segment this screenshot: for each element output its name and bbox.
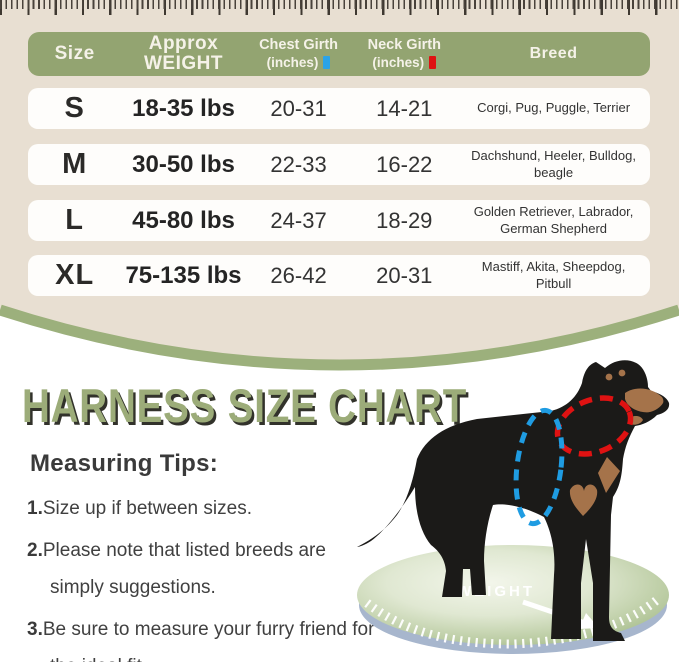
weight-label: WEIGHT: [457, 583, 535, 600]
dog-mouth-line: [648, 402, 665, 414]
header-chest-girth-label: Chest Girth: [259, 37, 339, 54]
tip-number: 2.: [27, 540, 43, 562]
tips-heading: Measuring Tips:: [30, 450, 219, 477]
weight-value: 75-135 lbs: [125, 261, 242, 289]
neck-value: 18-29: [376, 207, 433, 233]
tip-number: 3.: [27, 619, 43, 641]
neck-value: 14-21: [376, 95, 433, 121]
section-divider-curve: [0, 300, 679, 371]
neck-girth-color-swatch: [429, 56, 437, 70]
page-title: HARNESS SIZE CHART: [22, 379, 468, 432]
header-neck-girth-label: Neck Girth: [367, 37, 441, 54]
neck-value: 20-31: [376, 262, 433, 288]
header-chest-girth: Chest Girth (inches): [246, 37, 352, 70]
size-value: XL: [55, 259, 95, 291]
tip-text: Please note that listed breeds are simpl…: [42, 540, 326, 599]
size-value: M: [62, 148, 88, 180]
table-row-xl: XL 75-135 lbs 26-42 20-31 Mastiff, Akita…: [28, 255, 650, 296]
chest-value: 24-37: [270, 207, 327, 233]
weight-value: 18-35 lbs: [132, 94, 235, 122]
dog-brow-marking: [618, 369, 626, 377]
chest-value: 20-31: [270, 95, 327, 121]
dog-side-heart-marking: [569, 484, 598, 516]
table-header-row: Size Approx WEIGHT Chest Girth (inches) …: [28, 32, 650, 76]
tip-item-1: 1.Size up if between sizes.: [27, 490, 379, 527]
tip-item-2: 2.Please note that listed breeds are sim…: [27, 532, 379, 606]
dog-chest-marking: [598, 457, 620, 493]
tip-text: Size up if between sizes.: [42, 498, 252, 519]
dog-illustration: WEIGHT: [357, 360, 670, 654]
tip-number: 1.: [27, 498, 43, 519]
table-row-l: L 45-80 lbs 24-37 18-29 Golden Retriever…: [28, 200, 650, 241]
measuring-tape-ruler: [0, 0, 679, 17]
weight-value: 30-50 lbs: [132, 150, 235, 178]
table-section: Size Approx WEIGHT Chest Girth (inches) …: [0, 0, 679, 300]
tip-text: Be sure to measure your furry friend for…: [42, 619, 375, 662]
tip-item-3: 3.Be sure to measure your furry friend f…: [27, 611, 379, 662]
table-row-s: S 18-35 lbs 20-31 14-21 Corgi, Pug, Pugg…: [28, 88, 650, 129]
dog-brow-marking: [605, 373, 613, 381]
header-neck-unit: (inches): [372, 54, 425, 70]
breed-value: Corgi, Pug, Puggle, Terrier: [477, 100, 631, 116]
size-value: L: [65, 204, 84, 236]
breed-value: Golden Retriever, Labrador, German Sheph…: [473, 204, 634, 236]
chest-girth-guide: [513, 407, 565, 527]
header-breed: Breed: [529, 44, 578, 62]
breed-value: Dachshund, Heeler, Bulldog, beagle: [471, 148, 636, 180]
header-neck-girth: Neck Girth (inches): [351, 37, 457, 70]
header-chest-unit: (inches): [266, 54, 319, 70]
table-row-m: M 30-50 lbs 22-33 16-22 Dachshund, Heele…: [28, 144, 650, 185]
neck-girth-guide: [554, 395, 634, 457]
dog-silhouette: [357, 360, 670, 641]
header-weight: Approx WEIGHT: [143, 33, 223, 74]
chest-value: 26-42: [270, 262, 327, 288]
dog-muzzle-marking: [625, 388, 664, 413]
weight-value: 45-80 lbs: [132, 206, 235, 234]
chest-girth-color-swatch: [323, 56, 331, 70]
size-value: S: [64, 92, 85, 124]
chest-value: 22-33: [270, 151, 327, 177]
neck-value: 16-22: [376, 151, 433, 177]
header-size: Size: [54, 43, 95, 65]
tips-list: 1.Size up if between sizes. 2.Please not…: [27, 490, 379, 662]
breed-value: Mastiff, Akita, Sheepdog, Pitbull: [481, 259, 626, 291]
scale-tick-marks: [364, 595, 661, 649]
